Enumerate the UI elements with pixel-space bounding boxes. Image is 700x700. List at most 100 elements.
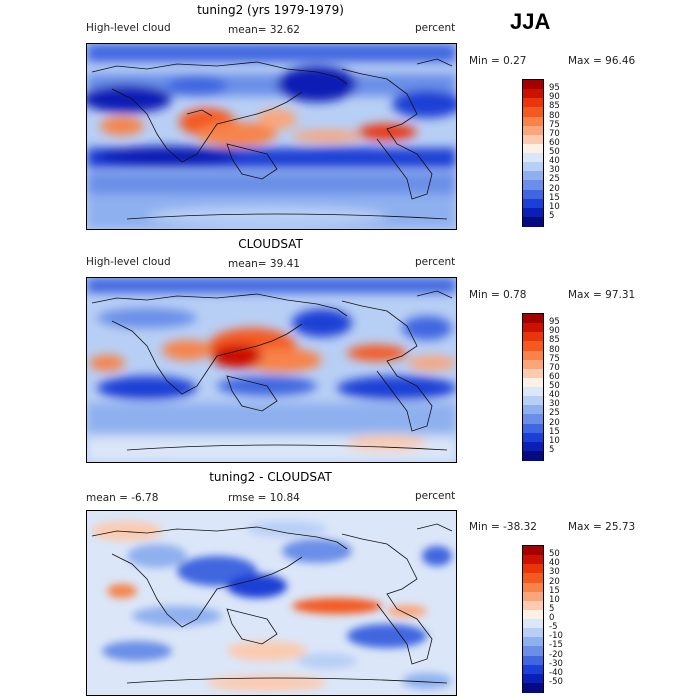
colorbar-tick-label: 40 xyxy=(549,390,560,401)
colorbar-segment xyxy=(523,555,543,566)
colorbar-segment xyxy=(523,600,543,611)
colorbar-segment xyxy=(523,350,543,361)
colorbar-tick-label: 15 xyxy=(549,426,560,437)
colorbar-segment xyxy=(523,432,543,443)
colorbar-segment xyxy=(523,107,543,118)
colorbar-segment xyxy=(523,582,543,593)
colorbar-tick-label: 10 xyxy=(549,435,560,446)
colorbar-segment xyxy=(523,564,543,575)
colorbar-segment xyxy=(523,655,543,666)
colorbar-segment xyxy=(523,646,543,657)
panel2-units: percent xyxy=(415,256,456,268)
panel2-max: Max = 97.31 xyxy=(568,289,636,301)
panel3-units: percent xyxy=(415,490,456,502)
colorbar-tick-label: 90 xyxy=(549,92,560,103)
colorbar-tick-label: 20 xyxy=(549,576,560,587)
colorbar-tick-label: 40 xyxy=(549,558,560,569)
colorbar-segment xyxy=(523,387,543,397)
colorbar-segment xyxy=(523,134,543,145)
colorbar-segment xyxy=(523,341,543,352)
colorbar-segment xyxy=(523,171,543,182)
colorbar-segment xyxy=(523,441,543,452)
panel2-mean: mean= 39.41 xyxy=(228,258,300,270)
colorbar-tick-label: 0 xyxy=(549,613,555,623)
colorbar-tick-label: 15 xyxy=(549,585,560,596)
colorbar-tick-label: -50 xyxy=(549,676,563,687)
colorbar-segment xyxy=(523,98,543,109)
colorbar-tick-label: 70 xyxy=(549,362,560,373)
colorbar-segment xyxy=(523,628,543,639)
colorbar-segment xyxy=(523,189,543,200)
panel3-colorbar xyxy=(522,545,544,693)
colorbar-tick-label: 10 xyxy=(549,201,560,212)
colorbar-segment xyxy=(523,89,543,100)
colorbar-segment xyxy=(523,207,543,218)
colorbar-tick-label: 85 xyxy=(549,335,560,346)
colorbar-segment xyxy=(523,414,543,425)
colorbar-segment xyxy=(523,323,543,334)
colorbar-segment xyxy=(523,162,543,173)
colorbar-tick-label: 50 xyxy=(549,381,560,391)
panel2-min: Min = 0.78 xyxy=(469,289,527,301)
panel3-max: Max = 25.73 xyxy=(568,521,636,533)
colorbar-tick-label: 75 xyxy=(549,119,560,130)
colorbar-segment xyxy=(523,619,543,629)
colorbar-segment xyxy=(523,216,543,227)
panel2-colorbar xyxy=(522,313,544,461)
panel3-map xyxy=(86,510,457,696)
colorbar-tick-label: 10 xyxy=(549,594,560,605)
colorbar-tick-label: 80 xyxy=(549,110,560,121)
colorbar-tick-label: 50 xyxy=(549,549,560,560)
colorbar-tick-label: -10 xyxy=(549,631,563,642)
colorbar-tick-label: 40 xyxy=(549,156,560,167)
panel1-mean: mean= 32.62 xyxy=(228,24,300,36)
colorbar-segment xyxy=(523,673,543,684)
colorbar-segment xyxy=(523,377,543,388)
panel1-min: Min = 0.27 xyxy=(469,55,527,67)
colorbar-tick-label: 20 xyxy=(549,417,560,428)
panel2-map xyxy=(86,277,457,463)
colorbar-tick-label: 90 xyxy=(549,326,560,337)
colorbar-segment xyxy=(523,450,543,461)
colorbar-segment xyxy=(523,314,543,324)
colorbar-segment xyxy=(523,682,543,693)
panel2-variable: High-level cloud xyxy=(86,256,171,268)
colorbar-segment xyxy=(523,359,543,370)
colorbar-segment xyxy=(523,405,543,416)
colorbar-segment xyxy=(523,396,543,407)
season-label: JJA xyxy=(510,9,551,34)
colorbar-segment xyxy=(523,180,543,191)
colorbar-tick-label: 30 xyxy=(549,399,560,410)
colorbar-segment xyxy=(523,116,543,127)
panel3-mean: mean = -6.78 xyxy=(86,492,159,504)
panel1-max: Max = 96.46 xyxy=(568,55,636,67)
panel1-variable: High-level cloud xyxy=(86,22,171,34)
colorbar-tick-label: 80 xyxy=(549,344,560,355)
colorbar-tick-label: 95 xyxy=(549,83,560,94)
colorbar-tick-label: 5 xyxy=(549,603,555,614)
colorbar-segment xyxy=(523,573,543,584)
colorbar-segment xyxy=(523,609,543,620)
panel3-rmse: rmse = 10.84 xyxy=(228,492,300,504)
colorbar-tick-label: 5 xyxy=(549,444,555,455)
colorbar-segment xyxy=(523,125,543,136)
colorbar-segment xyxy=(523,423,543,434)
colorbar-segment xyxy=(523,198,543,209)
panel2-title: CLOUDSAT xyxy=(238,237,303,251)
colorbar-segment xyxy=(523,546,543,556)
colorbar-segment xyxy=(523,664,543,675)
colorbar-segment xyxy=(523,637,543,648)
colorbar-tick-label: 30 xyxy=(549,567,560,578)
colorbar-segment xyxy=(523,591,543,602)
colorbar-tick-label: -30 xyxy=(549,658,563,669)
colorbar-segment xyxy=(523,143,543,154)
colorbar-segment xyxy=(523,368,543,379)
colorbar-tick-label: 25 xyxy=(549,174,560,185)
colorbar-tick-label: 75 xyxy=(549,353,560,364)
colorbar-tick-label: -5 xyxy=(549,622,558,633)
colorbar-tick-label: 50 xyxy=(549,147,560,157)
colorbar-tick-label: -20 xyxy=(549,649,563,660)
colorbar-tick-label: -40 xyxy=(549,667,563,678)
panel3-title: tuning2 - CLOUDSAT xyxy=(209,470,332,484)
colorbar-tick-label: 70 xyxy=(549,128,560,139)
